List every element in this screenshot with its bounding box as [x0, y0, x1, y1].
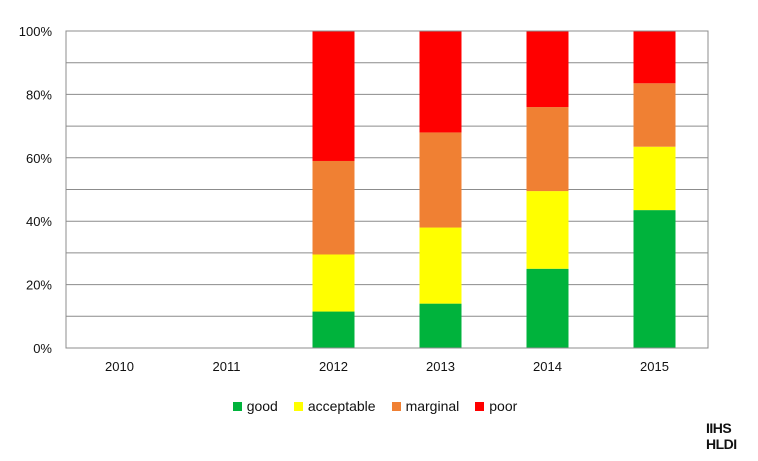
x-tick-label: 2011	[213, 359, 241, 374]
bar-segment-marginal-2013	[419, 132, 462, 228]
bar-segment-marginal-2012	[312, 160, 355, 255]
legend-swatch	[475, 401, 485, 411]
logo-line-2: HLDI	[706, 436, 737, 452]
bar-segment-poor-2013	[419, 31, 462, 133]
bars	[312, 31, 676, 348]
y-tick-label: 0%	[33, 341, 52, 356]
x-tick-label: 2013	[426, 359, 455, 374]
legend-label: marginal	[405, 398, 460, 414]
x-tick-label: 2014	[533, 359, 562, 374]
legend-item-poor: poor	[475, 398, 517, 414]
bar-segment-marginal-2015	[633, 83, 676, 147]
legend-swatch	[293, 401, 303, 411]
legend-swatch	[232, 401, 242, 411]
gridlines	[66, 62, 708, 317]
legend: good acceptable marginal poor	[210, 398, 540, 414]
bar-segment-good-2013	[419, 303, 462, 348]
legend-swatch	[391, 401, 401, 411]
stacked-bar-chart: 0%20%40%60%80%100% 2010 2011 2012 2013 2014 2…	[19, 24, 709, 374]
legend-label: good	[246, 398, 278, 414]
bar-segment-poor-2014	[526, 31, 569, 108]
x-axis-ticks: 2010 2011 2012 2013 2014 2015	[105, 359, 669, 374]
bar-segment-good-2014	[526, 268, 569, 348]
x-tick-label: 2015	[640, 359, 669, 374]
iihs-hldi-logo: IIHS HLDI	[704, 419, 752, 455]
y-tick-label: 20%	[26, 278, 52, 293]
legend-item-acceptable: acceptable	[293, 398, 376, 414]
bar-segment-good-2015	[633, 210, 676, 348]
bar-segment-acceptable-2013	[419, 227, 462, 304]
x-tick-label: 2010	[105, 359, 134, 374]
y-tick-label: 80%	[26, 87, 52, 102]
logo-line-1: IIHS	[706, 420, 732, 436]
x-tick-label: 2012	[319, 359, 348, 374]
bar-segment-marginal-2014	[526, 107, 569, 192]
y-tick-label: 40%	[26, 214, 52, 229]
plot-frame	[65, 30, 709, 349]
legend-label: acceptable	[307, 398, 376, 414]
y-tick-label: 60%	[26, 151, 52, 166]
bar-segment-acceptable-2015	[633, 146, 676, 211]
y-axis-ticks: 0% 20% 40% 60% 80% 100%	[19, 24, 53, 356]
legend-label: poor	[489, 398, 518, 414]
bar-segment-acceptable-2012	[312, 254, 355, 312]
legend-item-marginal: marginal	[391, 398, 460, 414]
y-tick-label: 100%	[19, 24, 53, 39]
bar-segment-poor-2012	[312, 31, 355, 161]
bar-segment-poor-2015	[633, 31, 676, 84]
legend-item-good: good	[232, 398, 278, 414]
bar-segment-acceptable-2014	[526, 191, 569, 269]
bar-segment-good-2012	[312, 311, 355, 348]
